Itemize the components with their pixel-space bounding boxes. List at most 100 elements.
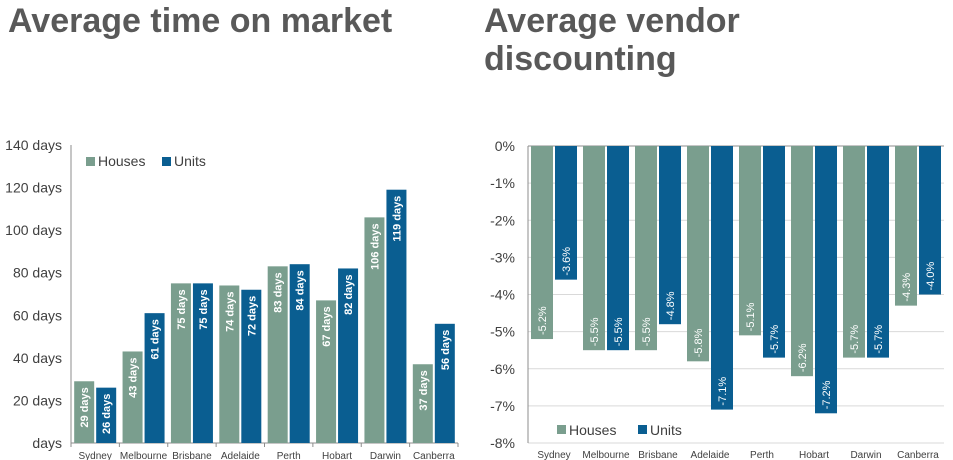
bar-data-label: 75 days (198, 289, 210, 329)
legend-swatch-houses (86, 157, 95, 166)
legend-swatch-houses (557, 425, 566, 434)
x-tick-label: Hobart (799, 450, 829, 460)
bar-units (711, 146, 733, 410)
y-tick-label: 140 days (5, 137, 62, 153)
bar-data-label: -5.2% (537, 306, 549, 335)
bar-houses (635, 146, 657, 351)
bar-data-label: 56 days (440, 330, 452, 370)
legend-label-houses: Houses (569, 422, 616, 438)
bar-data-label: 26 days (101, 394, 113, 434)
x-tick-label: Brisbane (638, 450, 678, 460)
bar-data-label: -4.8% (665, 291, 677, 320)
bar-data-label: -5.5% (641, 317, 653, 346)
y-tick-label: -4% (490, 287, 515, 303)
y-tick-label: 60 days (13, 307, 62, 323)
x-tick-label: Sydney (537, 450, 570, 460)
bar-units (96, 387, 117, 443)
bar-data-label: 106 days (369, 223, 381, 269)
legend-swatch-units (638, 425, 647, 434)
bar-data-label: -5.7% (769, 325, 781, 354)
bar-houses (170, 283, 191, 443)
bar-data-label: -4.3% (901, 273, 913, 302)
bar-data-label: 72 days (246, 296, 258, 336)
bar-houses (531, 146, 553, 340)
y-tick-label: -1% (490, 175, 515, 191)
bar-data-label: -4.0% (925, 262, 937, 291)
legend-swatch-units (162, 157, 171, 166)
bar-houses (687, 146, 709, 362)
bar-data-label: 75 days (176, 289, 188, 329)
bar-houses (895, 146, 917, 306)
bar-units (386, 189, 407, 443)
bar-houses (219, 285, 240, 443)
bar-houses (739, 146, 761, 336)
bar-houses (364, 217, 385, 443)
y-tick-label: -2% (490, 212, 515, 228)
bar-houses (412, 364, 433, 443)
bar-data-label: -5.5% (589, 317, 601, 346)
bar-units (289, 264, 310, 443)
bar-houses (316, 300, 337, 443)
x-tick-label: Sydney (79, 451, 112, 460)
legend-label-units: Units (174, 153, 206, 169)
x-tick-label: Perth (277, 451, 301, 460)
bar-units (659, 146, 681, 325)
x-tick-label: Perth (750, 450, 774, 460)
x-tick-label: Canberra (897, 450, 939, 460)
bar-data-label: 29 days (79, 387, 91, 427)
bar-houses (583, 146, 605, 351)
bar-houses (267, 266, 288, 443)
bar-data-label: 83 days (273, 272, 285, 312)
bar-houses (843, 146, 865, 358)
y-tick-label: 0% (495, 138, 515, 154)
x-tick-label: Hobart (322, 451, 352, 460)
bar-data-label: -6.2% (797, 343, 809, 372)
y-tick-label: -7% (490, 398, 515, 414)
y-tick-label: -8% (490, 435, 515, 451)
bar-data-label: 43 days (128, 357, 140, 397)
bar-data-label: -5.8% (693, 328, 705, 357)
bar-units (607, 146, 629, 351)
x-tick-label: Darwin (370, 451, 401, 460)
bar-units (919, 146, 941, 295)
bar-data-label: -5.7% (873, 325, 885, 354)
legend-label-units: Units (650, 422, 682, 438)
bar-units (763, 146, 785, 358)
bar-data-label: 82 days (343, 274, 355, 314)
x-tick-label: Brisbane (172, 451, 212, 460)
y-tick-label: days (32, 435, 62, 451)
bar-houses (74, 381, 95, 443)
bar-data-label: -3.6% (561, 247, 573, 276)
bar-data-label: -7.2% (821, 380, 833, 409)
y-tick-label: 80 days (13, 265, 62, 281)
bar-data-label: -5.5% (613, 317, 625, 346)
bar-data-label: 67 days (321, 306, 333, 346)
bar-data-label: 37 days (418, 370, 430, 410)
x-tick-label: Adelaide (691, 450, 730, 460)
bar-units (867, 146, 889, 358)
y-tick-label: -5% (490, 324, 515, 340)
x-tick-label: Canberra (413, 451, 455, 460)
y-tick-label: -3% (490, 249, 515, 265)
y-tick-label: 100 days (5, 222, 62, 238)
bar-units (815, 146, 837, 414)
x-tick-label: Melbourne (120, 451, 168, 460)
x-tick-label: Adelaide (221, 451, 260, 460)
bar-data-label: 61 days (150, 319, 162, 359)
bar-data-label: -5.1% (745, 302, 757, 331)
bar-units (434, 323, 455, 443)
bar-units (241, 289, 262, 443)
y-tick-label: 20 days (13, 392, 62, 408)
y-tick-label: 40 days (13, 350, 62, 366)
bar-data-label: 119 days (391, 196, 403, 242)
x-tick-label: Darwin (850, 450, 881, 460)
legend-label-houses: Houses (98, 153, 145, 169)
bar-units (192, 283, 213, 443)
bar-data-label: 74 days (224, 291, 236, 331)
bar-data-label: -5.7% (849, 325, 861, 354)
y-tick-label: 120 days (5, 180, 62, 196)
bar-units (338, 268, 359, 443)
chart-title-time-on-market: Average time on market (8, 2, 393, 40)
